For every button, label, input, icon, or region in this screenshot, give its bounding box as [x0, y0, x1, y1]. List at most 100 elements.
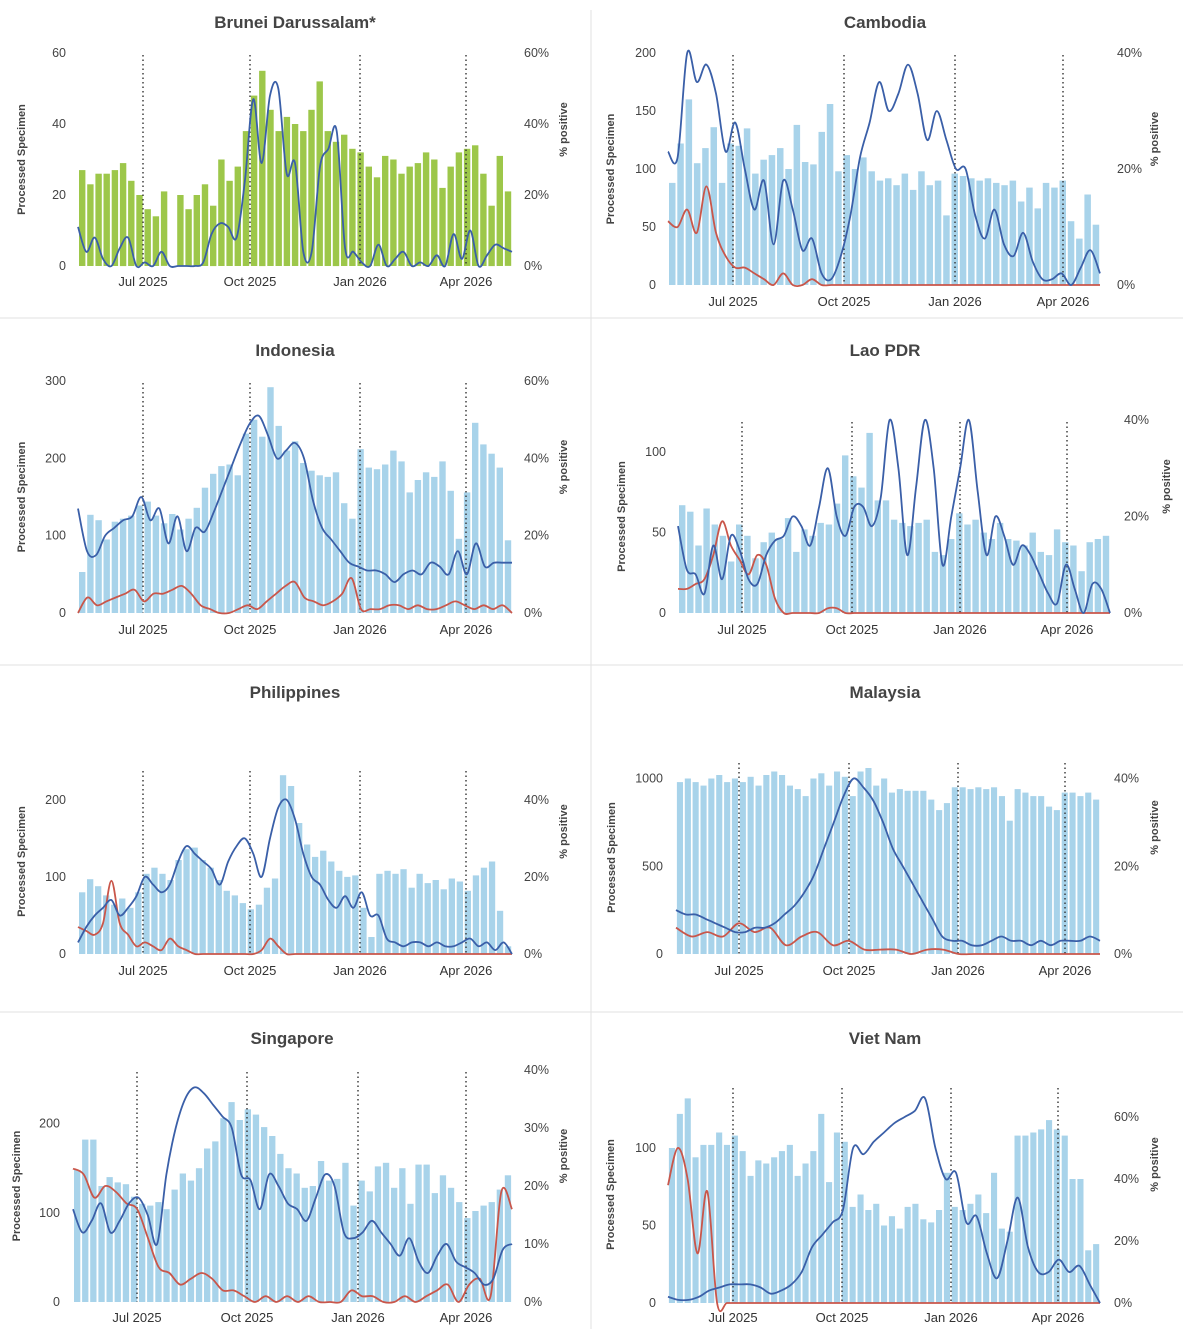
- bar: [951, 787, 958, 954]
- bar: [881, 778, 888, 954]
- bar: [130, 1196, 138, 1302]
- series-line-blue: [72, 1086, 513, 1286]
- bar: [817, 522, 824, 613]
- bar: [920, 790, 927, 954]
- bar: [834, 771, 841, 954]
- x-tick-label: Oct 2025: [823, 963, 876, 978]
- bar: [79, 892, 86, 954]
- y-tick-label: 50: [642, 220, 656, 234]
- y2-tick-label: 60%: [1114, 1110, 1139, 1124]
- bar: [98, 1186, 105, 1302]
- chart-panel-4: Philippines 0 100 200 0% 20% 40% Jul 2025 Oct 20…: [16, 683, 570, 978]
- x-tick-label: Jul 2025: [708, 294, 757, 309]
- bar: [975, 787, 982, 954]
- series-line-red: [667, 1147, 1100, 1313]
- bar: [1053, 1129, 1060, 1303]
- bar: [1013, 540, 1020, 613]
- y-tick-label: 60: [52, 46, 66, 60]
- bar: [943, 1172, 950, 1303]
- bar: [928, 799, 935, 954]
- bar: [760, 159, 767, 285]
- bar: [959, 1210, 966, 1303]
- x-tick-label: Jan 2026: [931, 963, 985, 978]
- series-line-red: [77, 577, 513, 615]
- y2-tick-label: 10%: [524, 1237, 549, 1251]
- bar: [185, 518, 192, 613]
- y-tick-label: 0: [649, 278, 656, 292]
- y2-tick-label: 20%: [524, 529, 549, 543]
- bar: [423, 1164, 430, 1302]
- bar: [777, 148, 784, 285]
- bar: [693, 163, 701, 285]
- chart-panel-3: Lao PDR 0 50 100 0% 20% 40% Jul 2025 Oct 2025 Jan…: [616, 341, 1173, 637]
- bar: [841, 1141, 848, 1303]
- bar: [95, 173, 102, 266]
- bar: [991, 1172, 998, 1303]
- bar: [317, 1161, 325, 1302]
- bar: [1042, 182, 1050, 285]
- bar: [948, 539, 955, 613]
- bar: [87, 879, 94, 954]
- y2-tick-label: 0%: [1114, 947, 1132, 961]
- y-tick-label: 100: [45, 870, 66, 884]
- bar: [201, 184, 209, 266]
- bar: [177, 195, 184, 266]
- bar: [703, 508, 710, 613]
- bar: [204, 1148, 211, 1302]
- bar: [718, 182, 726, 285]
- bar: [818, 773, 825, 954]
- bar: [858, 487, 865, 614]
- bar: [778, 1151, 785, 1303]
- bar: [160, 523, 168, 613]
- bar: [106, 1177, 113, 1302]
- bar: [802, 796, 809, 954]
- y2-axis-label: % positive: [558, 440, 570, 494]
- bar: [1093, 799, 1100, 954]
- bar: [755, 785, 762, 954]
- bar: [677, 143, 684, 285]
- x-tick-label: Jul 2025: [717, 622, 766, 637]
- x-tick-label: Apr 2026: [1039, 963, 1092, 978]
- bar: [308, 470, 315, 613]
- bar: [191, 847, 198, 954]
- bar: [167, 880, 174, 954]
- x-tick-label: Oct 2025: [816, 1310, 869, 1325]
- bar: [991, 787, 998, 954]
- bar: [842, 455, 849, 613]
- y2-tick-label: 40%: [1117, 46, 1142, 60]
- bar: [382, 155, 389, 266]
- bar: [1051, 187, 1058, 285]
- bar: [291, 124, 299, 266]
- bar: [1021, 545, 1028, 613]
- bar: [909, 189, 917, 285]
- chart-panel-2: Indonesia 0 100 200 300 0% 20% 40% 60% Jul 2025 Oc…: [16, 341, 570, 637]
- bar: [271, 878, 279, 954]
- bar: [896, 1228, 903, 1303]
- x-tick-label: Jul 2025: [118, 622, 167, 637]
- y2-tick-label: 0%: [1114, 1296, 1132, 1310]
- bar: [496, 910, 504, 954]
- bar: [263, 887, 271, 954]
- bar: [128, 515, 135, 613]
- bar: [1093, 1244, 1100, 1303]
- bar: [768, 155, 776, 285]
- bar: [843, 155, 850, 285]
- bar: [349, 518, 356, 613]
- y2-tick-label: 60%: [524, 46, 549, 60]
- bar: [931, 551, 939, 613]
- bar: [793, 124, 801, 286]
- bar: [152, 216, 160, 266]
- bar: [943, 803, 950, 954]
- y-tick-label: 0: [59, 259, 66, 273]
- bar: [907, 526, 914, 613]
- y-tick-label: 0: [656, 947, 663, 961]
- bar: [283, 116, 291, 267]
- bar: [439, 461, 446, 613]
- bar: [1005, 539, 1012, 613]
- bar: [374, 1166, 382, 1302]
- y-tick-label: 200: [45, 793, 66, 807]
- bar: [936, 810, 943, 954]
- bar: [786, 1144, 793, 1303]
- bar: [857, 1194, 864, 1303]
- bar: [147, 1205, 154, 1302]
